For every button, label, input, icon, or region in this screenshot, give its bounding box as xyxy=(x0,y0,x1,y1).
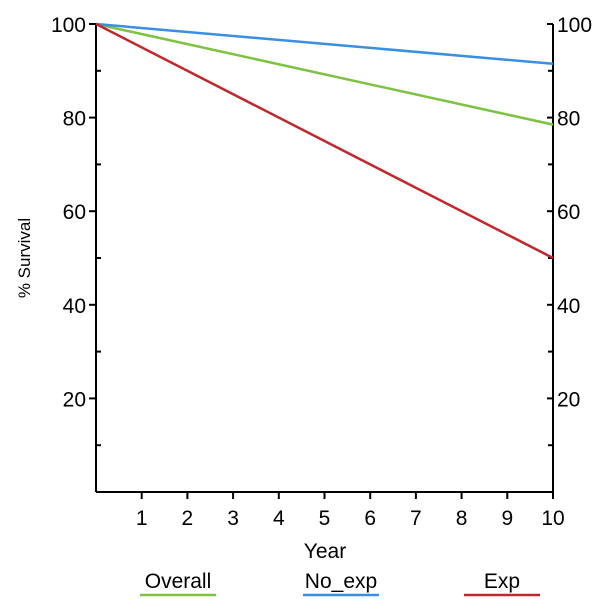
y-left-tick-label: 60 xyxy=(63,201,86,224)
y-right-tick-label: 100 xyxy=(557,14,592,37)
legend-label-exp: Exp xyxy=(484,570,520,593)
y-left-tick-label: 40 xyxy=(63,295,86,318)
y-left-tick-label: 100 xyxy=(51,14,86,37)
x-tick-label: 7 xyxy=(410,507,422,530)
x-tick-label: 9 xyxy=(501,507,513,530)
y-right-tick-label: 60 xyxy=(557,201,580,224)
legend-label-no-exp: No_exp xyxy=(305,570,377,593)
x-axis-title: Year xyxy=(304,540,346,563)
axes xyxy=(95,24,554,493)
x-tick-label: 10 xyxy=(541,507,564,530)
x-tick-label: 4 xyxy=(273,507,285,530)
y-right-tick-label: 80 xyxy=(557,108,580,131)
series-line-overall xyxy=(95,22,554,126)
series-line-no-exp xyxy=(95,22,554,66)
y-right-tick-label: 40 xyxy=(557,295,580,318)
ticks xyxy=(89,23,554,499)
y-right-tick-label: 20 xyxy=(557,388,580,411)
x-tick-label: 6 xyxy=(364,507,376,530)
series-line-exp xyxy=(95,22,554,260)
y-axis-title: % Survival xyxy=(15,218,34,298)
x-tick-label: 1 xyxy=(136,507,148,530)
x-tick-label: 2 xyxy=(182,507,194,530)
legend: Overall No_exp Exp xyxy=(140,570,540,597)
x-tick-label: 8 xyxy=(456,507,468,530)
tick-labels: 1 2 3 4 5 6 7 8 9 10 20 40 60 80 100 20 40 60 80 100 xyxy=(51,14,592,530)
legend-label-overall: Overall xyxy=(145,570,212,593)
y-left-tick-label: 20 xyxy=(63,388,86,411)
series-lines xyxy=(95,22,554,260)
x-tick-label: 5 xyxy=(319,507,331,530)
y-left-tick-label: 80 xyxy=(63,108,86,131)
x-tick-label: 3 xyxy=(227,507,239,530)
